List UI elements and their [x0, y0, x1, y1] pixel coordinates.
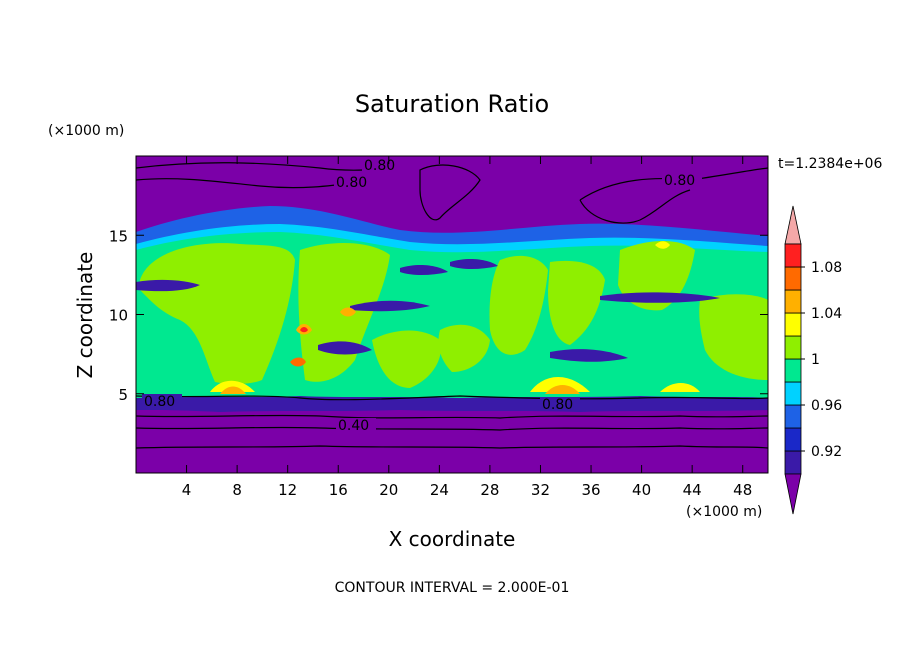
colorbar-tick-label: 1 [811, 352, 820, 368]
contour-interval-footer: CONTOUR INTERVAL = 2.000E-01 [335, 580, 570, 596]
colorbar-max-arrow [784, 205, 802, 245]
field-dry-lenses [136, 259, 720, 362]
x-tick-label: 28 [480, 481, 499, 499]
contour-label: 0.80 [144, 394, 175, 410]
contour-label: 0.80 [364, 158, 395, 174]
x-tick-label: 44 [683, 481, 702, 499]
x-axis: 4 8 12 16 20 24 28 32 36 40 44 48 [182, 156, 752, 499]
colorbar-tick-label: 1.08 [811, 260, 842, 276]
y-axis-title: Z coordinate [73, 252, 97, 379]
contour-label: 0.80 [542, 397, 573, 413]
colorbar-tick-label: 0.92 [811, 444, 842, 460]
colorbar-swatch [784, 266, 802, 291]
contour-label: 0.80 [664, 173, 695, 189]
contour-label-group: 0.80 0.80 0.80 0.80 0.80 0.40 [142, 158, 702, 434]
colorbar-tick-label: 0.96 [811, 398, 842, 414]
y-tick-label: 15 [109, 227, 128, 245]
x-unit-label: (×1000 m) [686, 504, 762, 520]
x-tick-label: 36 [581, 481, 600, 499]
chart-title: Saturation Ratio [355, 90, 549, 118]
colorbar-swatch [784, 450, 802, 475]
x-tick-label: 8 [232, 481, 242, 499]
x-tick-label: 12 [278, 481, 297, 499]
x-tick-label: 4 [182, 481, 192, 499]
x-tick-label: 20 [379, 481, 398, 499]
x-tick-label: 32 [531, 481, 550, 499]
x-tick-label: 40 [632, 481, 651, 499]
colorbar-swatch [784, 312, 802, 337]
colorbar-swatch [784, 243, 802, 268]
x-tick-label: 24 [430, 481, 449, 499]
time-label: t=1.2384e+06 [778, 156, 882, 172]
field-warm-spots [210, 241, 700, 394]
y-tick-label: 10 [109, 307, 128, 325]
colorbar-swatch [784, 289, 802, 314]
y-unit-label: (×1000 m) [48, 123, 124, 139]
x-tick-label: 48 [733, 481, 752, 499]
contour-label: 0.40 [338, 418, 369, 434]
colorbar-swatch [784, 335, 802, 360]
y-axis: 5 10 15 [109, 227, 768, 404]
contour-field: 0.80 0.80 0.80 0.80 0.80 0.40 [136, 156, 768, 473]
y-tick-label: 5 [118, 386, 128, 404]
x-axis-title: X coordinate [389, 527, 516, 551]
colorbar-swatch [784, 381, 802, 406]
field-boundary-band [136, 396, 768, 412]
colorbar: 0.92 0.96 1 1.04 1.08 [784, 205, 842, 515]
colorbar-tick-label: 1.04 [811, 306, 842, 322]
contour-label: 0.80 [336, 175, 367, 191]
colorbar-min-arrow [784, 473, 802, 515]
x-tick-label: 16 [329, 481, 348, 499]
colorbar-swatch [784, 427, 802, 452]
contour-lines [136, 162, 768, 449]
colorbar-swatch [784, 358, 802, 383]
colorbar-swatch [784, 404, 802, 429]
